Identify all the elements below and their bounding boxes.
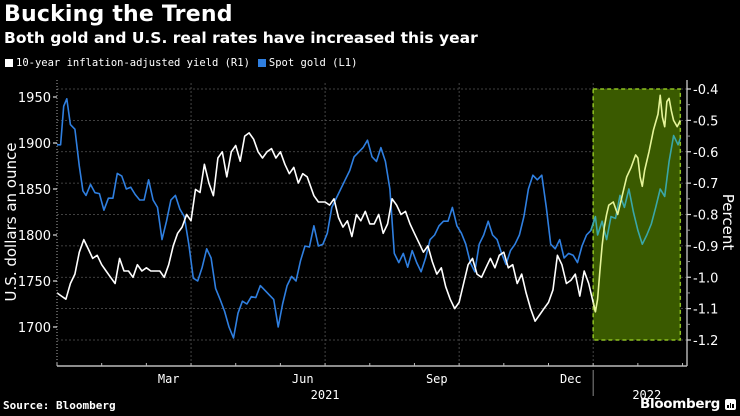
x-axis-month-label: Jun <box>292 372 314 386</box>
right-axis-tick-label: -1.1 <box>693 303 718 318</box>
bloomberg-logo-text: Bloomberg <box>640 396 720 412</box>
legend-label-gold: Spot gold (L1) <box>268 57 358 69</box>
right-axis-tick-label: -0.5 <box>693 114 718 129</box>
left-axis-tick-label: 1850 <box>18 183 51 198</box>
right-axis-title: Percent <box>719 194 737 251</box>
axes: 1700 1750 1800 1850 1900 1950 -0.4 -0.5 -0.6 -0.7… <box>18 80 718 402</box>
highlight-region <box>592 88 682 341</box>
left-axis-tick-label: 1700 <box>18 321 51 336</box>
right-axis-tick-label: -0.4 <box>693 83 718 98</box>
x-axis-month-label: Sep <box>426 372 448 386</box>
right-axis-tick-label: -0.6 <box>693 146 718 161</box>
spot-gold-line <box>57 98 597 339</box>
left-axis-tick-label: 1750 <box>18 275 51 290</box>
real-yield-line-highlighted <box>592 94 682 313</box>
x-axis-year-label: 2021 <box>311 388 340 402</box>
legend-swatch-yield <box>5 59 13 67</box>
legend-swatch-gold <box>257 59 266 67</box>
right-axis-tick-label: -0.7 <box>693 177 718 192</box>
legend: 10-year inflation-adjusted yield (R1) Sp… <box>5 57 357 69</box>
legend-label-yield: 10-year inflation-adjusted yield (R1) <box>16 57 250 69</box>
chart-subtitle: Both gold and U.S. real rates have incre… <box>4 29 478 47</box>
right-axis-tick-label: -1.2 <box>693 334 718 349</box>
right-axis-tick-label: -0.9 <box>693 240 718 255</box>
bloomberg-logo-icon <box>725 399 736 410</box>
series-lines <box>56 94 682 339</box>
left-axis-tick-label: 1950 <box>18 91 51 106</box>
x-axis-month-label: Dec <box>560 372 582 386</box>
source-note: Source: Bloomberg <box>3 399 116 412</box>
left-axis-tick-label: 1900 <box>18 137 51 152</box>
left-axis-title: U.S. dollars an ounce <box>2 143 20 302</box>
legend-item-gold[interactable]: Spot gold (L1) <box>257 57 358 69</box>
highlight-box <box>592 88 682 341</box>
left-axis-tick-label: 1800 <box>18 229 51 244</box>
right-axis-tick-label: -0.8 <box>693 209 718 224</box>
chart-title: Bucking the Trend <box>4 2 233 27</box>
legend-item-yield[interactable]: 10-year inflation-adjusted yield (R1) <box>5 57 250 69</box>
real-yield-line <box>56 132 597 322</box>
x-axis-month-label: Mar <box>158 372 180 386</box>
x-axis-year-label: 2022 <box>632 388 661 402</box>
right-axis-tick-label: -1.0 <box>693 271 718 286</box>
